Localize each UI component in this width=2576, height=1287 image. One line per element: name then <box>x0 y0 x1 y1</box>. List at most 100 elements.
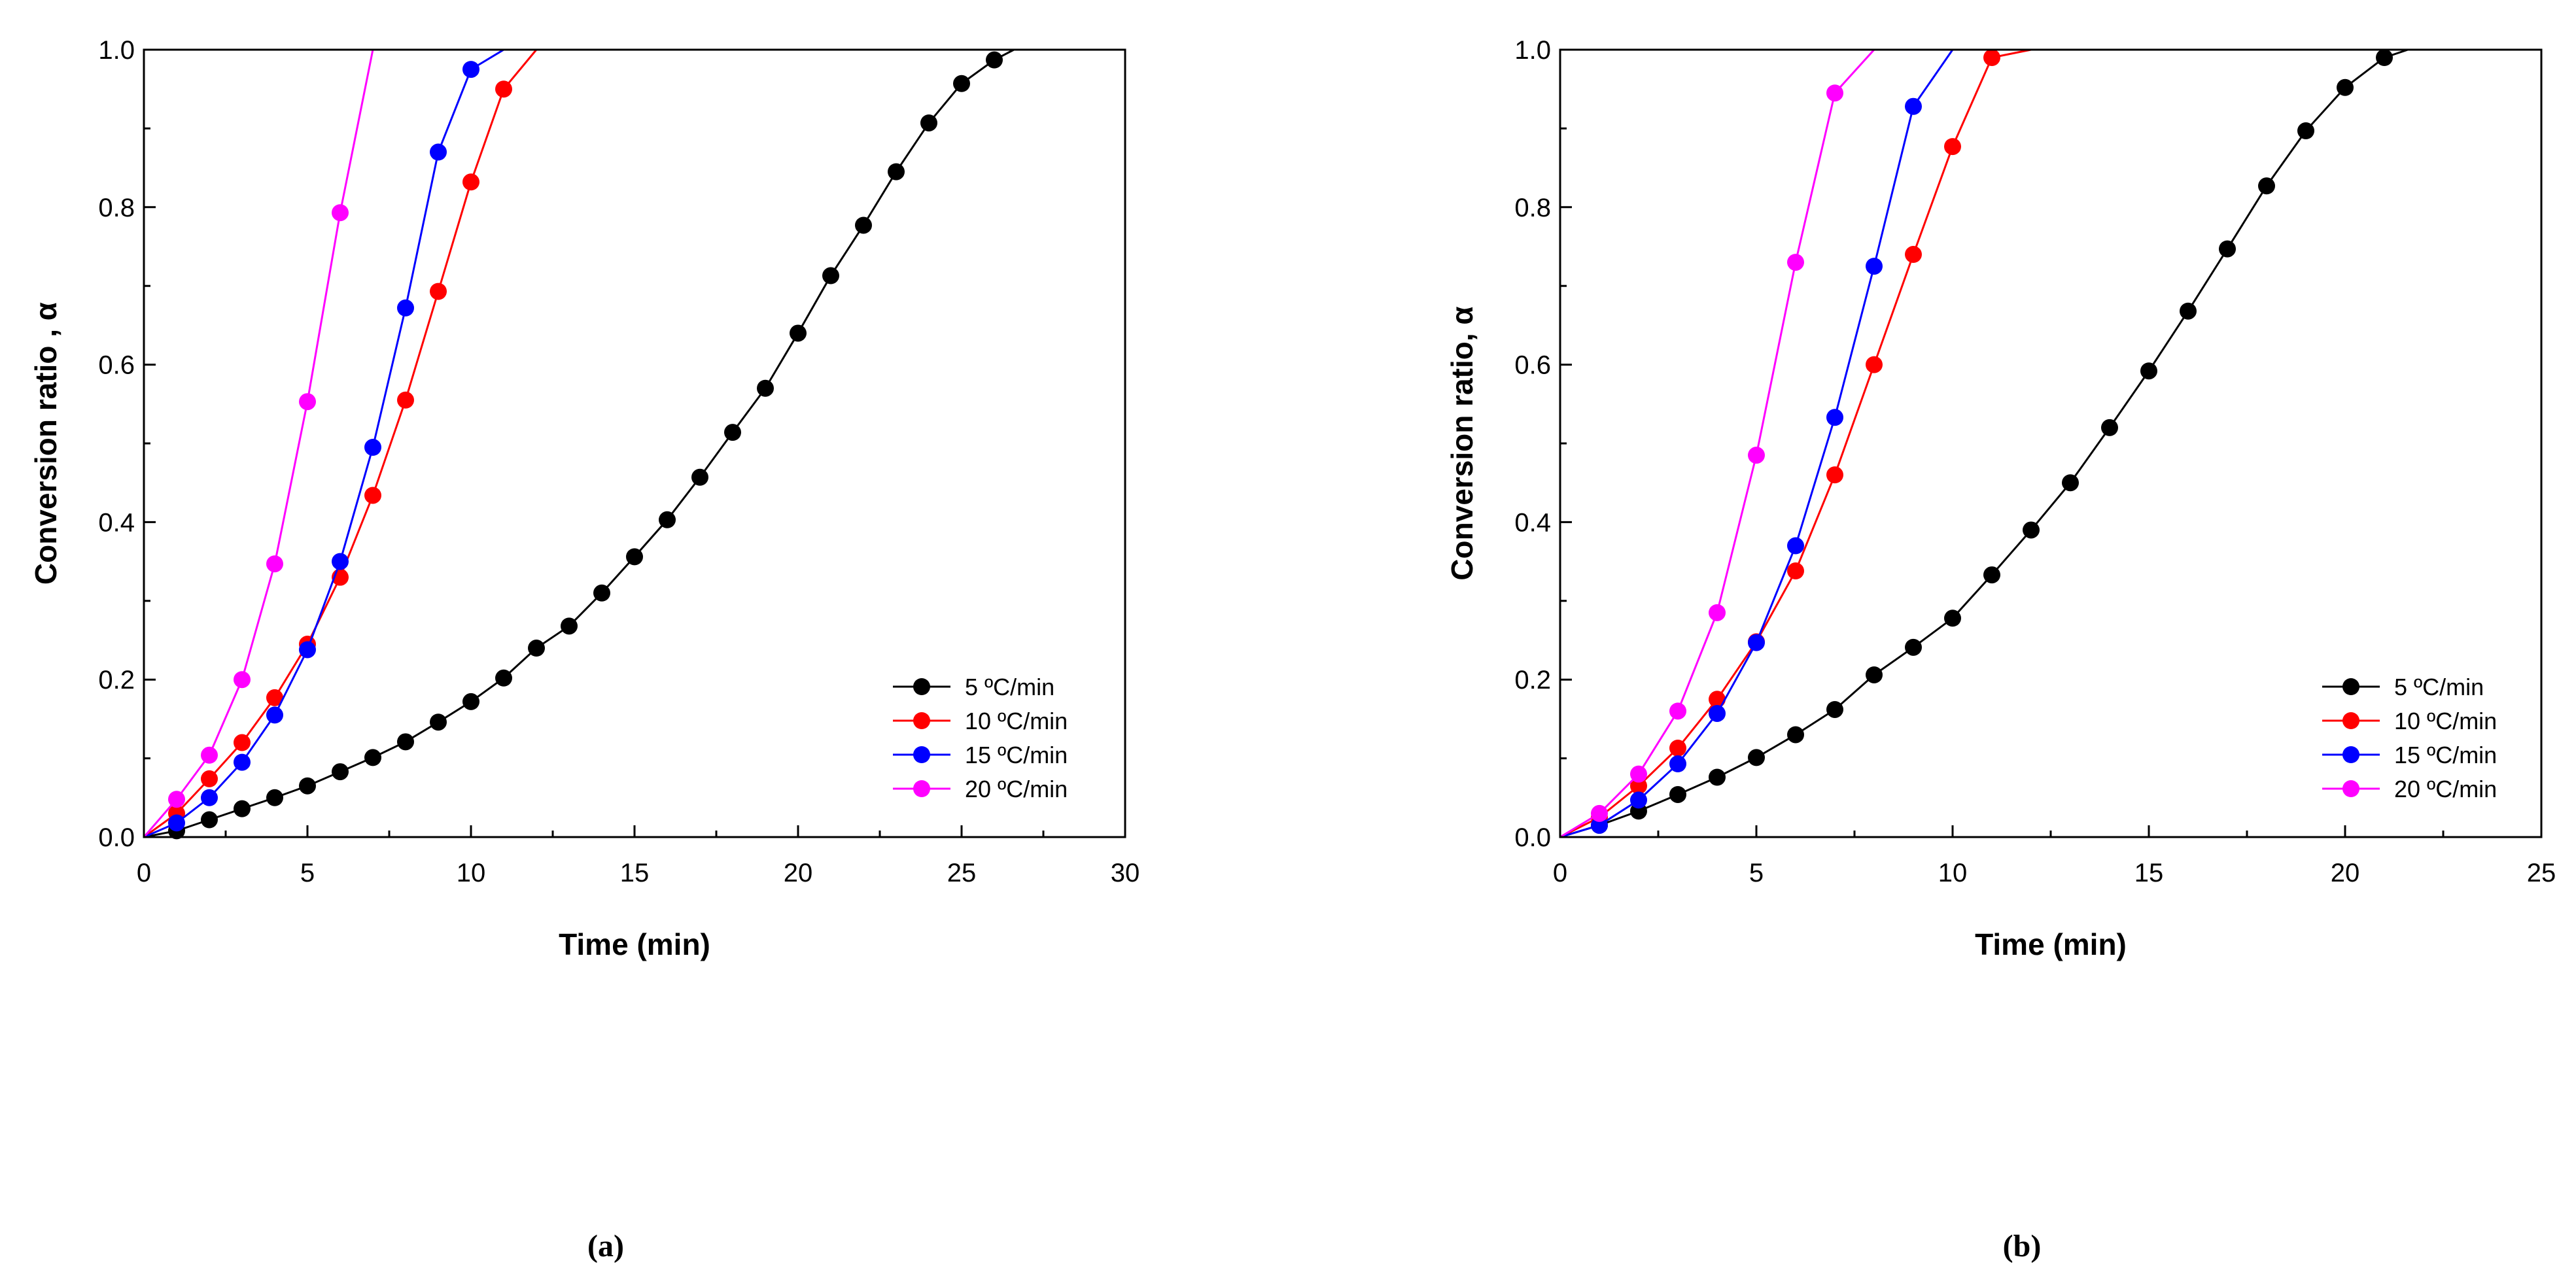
data-point <box>1669 785 1686 803</box>
data-point <box>234 734 251 751</box>
legend-label: 20 ºC/min <box>965 776 1068 802</box>
data-point <box>2297 122 2314 140</box>
legend-item: 10 ºC/min <box>893 708 1068 734</box>
data-point <box>1983 49 2000 67</box>
data-point <box>1787 537 1804 555</box>
y-tick-label: 0.0 <box>98 823 135 852</box>
data-point <box>234 753 251 771</box>
x-ticks: 0 5 10 15 20 25 30 <box>137 825 1140 887</box>
y-tick-label: 1.0 <box>1514 36 1551 65</box>
data-point <box>266 706 283 724</box>
data-point <box>1983 566 2000 584</box>
data-point <box>364 439 381 456</box>
x-tick-label: 20 <box>2331 859 2360 887</box>
x-tick-label: 20 <box>784 859 813 887</box>
series-line <box>143 48 504 838</box>
data-point <box>2258 177 2275 195</box>
data-point <box>1905 97 1922 115</box>
data-point <box>1630 791 1647 809</box>
legend-marker <box>913 712 930 729</box>
legend-label: 15 ºC/min <box>2394 742 2497 768</box>
data-point <box>397 299 414 317</box>
y-tick-label: 0.8 <box>98 194 135 222</box>
legend-label: 10 ºC/min <box>2394 708 2497 734</box>
data-point <box>430 283 447 300</box>
data-point <box>495 669 512 687</box>
data-point <box>168 791 185 808</box>
data-point <box>528 640 545 657</box>
legend-item: 20 ºC/min <box>893 776 1068 802</box>
data-point <box>1709 768 1726 786</box>
data-point <box>855 216 872 234</box>
legend-marker <box>2342 678 2359 695</box>
data-point <box>201 789 218 806</box>
legend-item: 15 ºC/min <box>2322 742 2497 768</box>
y-axis-label: Conversion ratio , α <box>29 302 63 585</box>
legend-label: 5 ºC/min <box>2394 674 2484 700</box>
y-tick-label: 1.0 <box>98 36 135 65</box>
data-point <box>1866 356 1883 373</box>
y-ticks: 0.0 0.2 0.4 0.6 0.8 1.0 <box>98 36 156 852</box>
x-tick-label: 10 <box>457 859 486 887</box>
data-point <box>2062 474 2079 492</box>
legend-marker <box>913 678 930 695</box>
legend-marker <box>2342 746 2359 763</box>
marks-layer <box>143 48 1015 840</box>
series-line <box>143 49 374 838</box>
legend-marker <box>2342 712 2359 729</box>
marks-layer <box>1559 48 2409 838</box>
data-point <box>397 391 414 409</box>
data-point <box>1630 777 1647 795</box>
data-point <box>2376 49 2393 67</box>
data-point <box>1591 816 1608 834</box>
legend-item: 5 ºC/min <box>2322 674 2484 700</box>
y-axis-label: Conversion ratio, α <box>1445 306 1479 580</box>
series-line <box>143 48 1015 838</box>
data-point <box>1787 562 1804 580</box>
data-point <box>1669 755 1686 773</box>
data-point <box>2180 302 2197 320</box>
data-point <box>1709 691 1726 708</box>
legend-item: 10 ºC/min <box>2322 708 2497 734</box>
series-line <box>1559 48 2409 838</box>
data-point <box>1748 749 1765 766</box>
data-point <box>201 746 218 764</box>
data-point <box>757 379 774 397</box>
data-point <box>430 713 447 731</box>
data-point <box>234 800 251 817</box>
data-point <box>2140 362 2157 380</box>
data-point <box>462 61 479 78</box>
data-point <box>462 693 479 710</box>
x-tick-label: 30 <box>1111 859 1140 887</box>
data-point <box>790 324 807 342</box>
data-point <box>626 548 643 566</box>
data-point <box>888 163 905 180</box>
data-point <box>691 468 708 486</box>
legend-marker <box>913 780 930 797</box>
y-tick-label: 0.4 <box>1514 508 1551 537</box>
data-point <box>397 733 414 751</box>
data-point <box>953 75 970 92</box>
x-tick-label: 15 <box>2134 859 2164 887</box>
chart-b: 0 5 10 15 20 25 0.0 0.2 0.4 0.6 0.8 1.0 Time (min)… <box>1445 36 2556 961</box>
legend-label: 10 ºC/min <box>965 708 1068 734</box>
data-point <box>2337 78 2354 96</box>
legend-item: 20 ºC/min <box>2322 776 2497 802</box>
data-point <box>2023 521 2040 539</box>
y-tick-label: 0.2 <box>98 666 135 695</box>
data-point <box>462 173 479 191</box>
series-line <box>1559 48 2032 838</box>
x-axis-label: Time (min) <box>559 927 710 961</box>
y-tick-label: 0.4 <box>98 508 135 537</box>
data-point <box>1709 704 1726 722</box>
series-line <box>1559 49 1954 838</box>
legend-item: 5 ºC/min <box>893 674 1054 700</box>
data-point <box>364 487 381 504</box>
data-point <box>266 689 283 706</box>
data-point <box>1866 666 1883 683</box>
y-tick-label: 0.6 <box>98 351 135 380</box>
data-point <box>201 811 218 829</box>
legend: 5 ºC/min 10 ºC/min 15 ºC/min 20 ºC/min <box>2322 674 2497 802</box>
data-point <box>593 584 610 602</box>
data-point <box>1905 246 1922 264</box>
